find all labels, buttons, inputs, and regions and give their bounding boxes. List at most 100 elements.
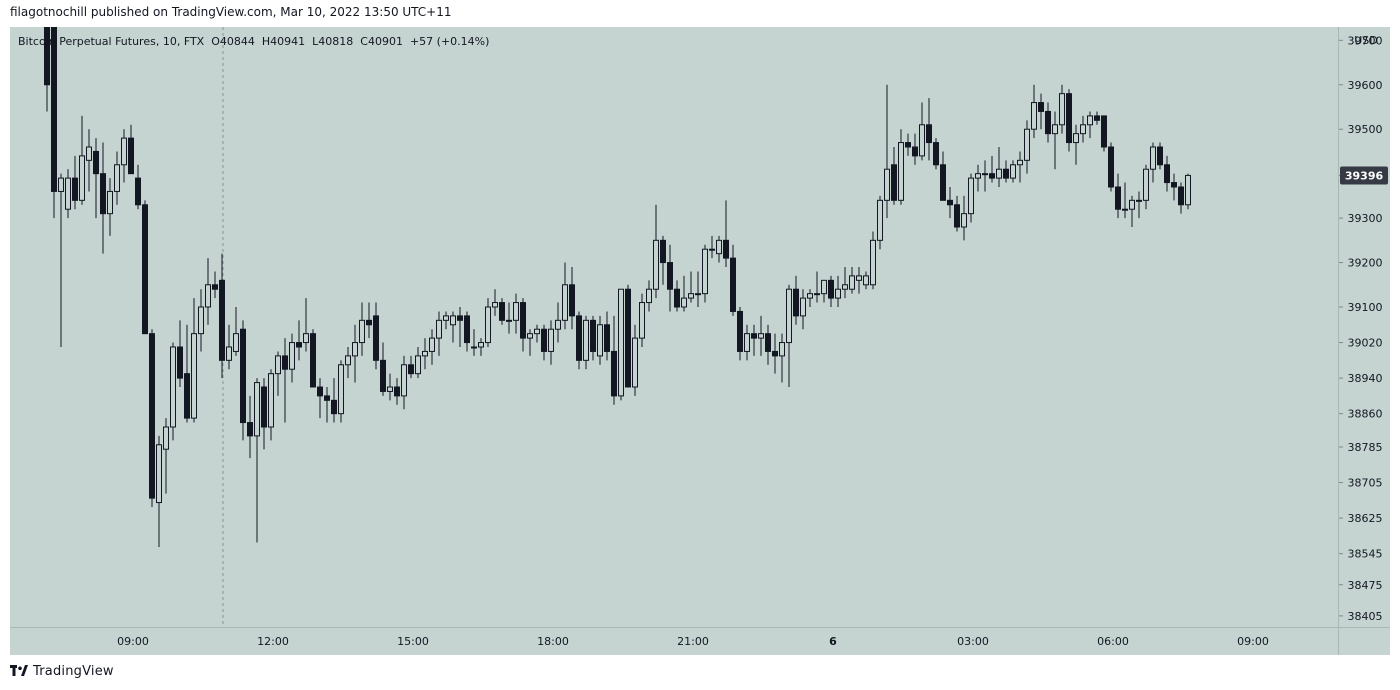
candle	[1059, 84, 1065, 134]
candle-body	[674, 288, 680, 308]
candle	[338, 360, 344, 423]
candle	[100, 142, 106, 254]
candle-body	[233, 333, 239, 352]
candle-body	[219, 279, 225, 361]
candle-body	[758, 333, 764, 339]
candle-body	[737, 310, 743, 352]
candles-layer	[44, 27, 1191, 547]
candle-body	[324, 395, 330, 401]
candle	[1143, 164, 1149, 210]
candle-body	[506, 319, 512, 322]
candle	[723, 200, 729, 267]
candle-body	[842, 284, 848, 290]
candle	[919, 102, 925, 161]
candle	[296, 320, 302, 361]
candle-body	[912, 146, 918, 157]
candle-body	[870, 239, 876, 286]
candle	[177, 320, 183, 387]
candle	[226, 324, 232, 370]
candle	[905, 133, 911, 156]
candle	[604, 311, 610, 361]
candle	[303, 298, 309, 352]
candle	[597, 315, 603, 365]
candle-body	[1045, 110, 1051, 135]
candle-body	[86, 146, 92, 161]
candle-body	[653, 239, 659, 290]
candle-body	[681, 297, 687, 308]
current-price-marker: 39396	[1340, 166, 1388, 185]
candle	[982, 160, 988, 192]
candle	[254, 378, 260, 543]
price-tick-label: 38940	[1348, 372, 1383, 385]
candle-body	[268, 373, 274, 428]
candle-body	[275, 355, 281, 375]
candle-body	[751, 333, 757, 339]
candle-body	[387, 386, 393, 392]
price-tick-label: 38705	[1348, 477, 1383, 490]
candle-body	[800, 297, 806, 317]
candle	[842, 267, 848, 299]
footer-logo[interactable]: TradingView	[10, 664, 114, 679]
candle-body	[765, 333, 771, 352]
candle	[387, 373, 393, 401]
candle	[975, 164, 981, 192]
candle	[429, 329, 435, 365]
candle	[121, 129, 127, 183]
candle	[156, 435, 162, 547]
candle	[436, 311, 442, 356]
candle	[1129, 195, 1135, 227]
candle	[1157, 142, 1163, 170]
candle	[471, 329, 477, 356]
candle-body	[135, 177, 141, 206]
candle-body	[1003, 168, 1009, 179]
candle-body	[821, 279, 827, 295]
candlestick-chart[interactable]: USD 397003960039500393963930039200391003…	[10, 27, 1390, 655]
candle-body	[310, 333, 316, 388]
candle-body	[527, 333, 533, 339]
candle-body	[1108, 146, 1114, 188]
candle-body	[723, 239, 729, 259]
candle	[898, 129, 904, 205]
candle-body	[779, 342, 785, 357]
candle-body	[947, 199, 953, 206]
candle	[457, 307, 463, 347]
candle-body	[212, 284, 218, 290]
candle-body	[240, 328, 246, 424]
candle-body	[331, 399, 337, 415]
candle	[191, 298, 197, 423]
legend-close: C40901	[360, 35, 403, 48]
price-tick-label: 39700	[1348, 34, 1383, 47]
candle	[114, 151, 120, 205]
candle	[583, 315, 589, 370]
price-tick-label: 39600	[1348, 79, 1383, 92]
candle	[1003, 160, 1009, 183]
candle	[394, 378, 400, 405]
candle-body	[464, 315, 470, 344]
current-price-label-background	[1340, 166, 1388, 185]
candle-body	[856, 275, 862, 281]
candle-body	[891, 164, 897, 201]
price-tick-label: 39300	[1348, 212, 1383, 225]
candle	[751, 324, 757, 356]
candle-body	[401, 364, 407, 397]
candle-body	[702, 248, 708, 295]
candle	[149, 329, 155, 507]
candle	[268, 369, 274, 441]
candle-body	[625, 288, 631, 388]
candle	[527, 329, 533, 356]
candle	[646, 280, 652, 312]
candle	[72, 155, 78, 210]
candle	[1094, 111, 1100, 125]
candle-body	[968, 177, 974, 215]
candle	[1024, 120, 1030, 174]
candle	[415, 347, 421, 379]
candle	[856, 267, 862, 294]
price-tick-label: 38860	[1348, 408, 1383, 421]
candle-body	[394, 386, 400, 397]
candle	[779, 333, 785, 383]
time-ticks-layer: 09:00 12:00 15:00 18:00 21:00 6 03:00 06:00 09:0…	[117, 635, 1269, 648]
candle-body	[177, 346, 183, 379]
candle-body	[429, 337, 435, 352]
candle	[996, 147, 1002, 187]
candle	[674, 280, 680, 312]
